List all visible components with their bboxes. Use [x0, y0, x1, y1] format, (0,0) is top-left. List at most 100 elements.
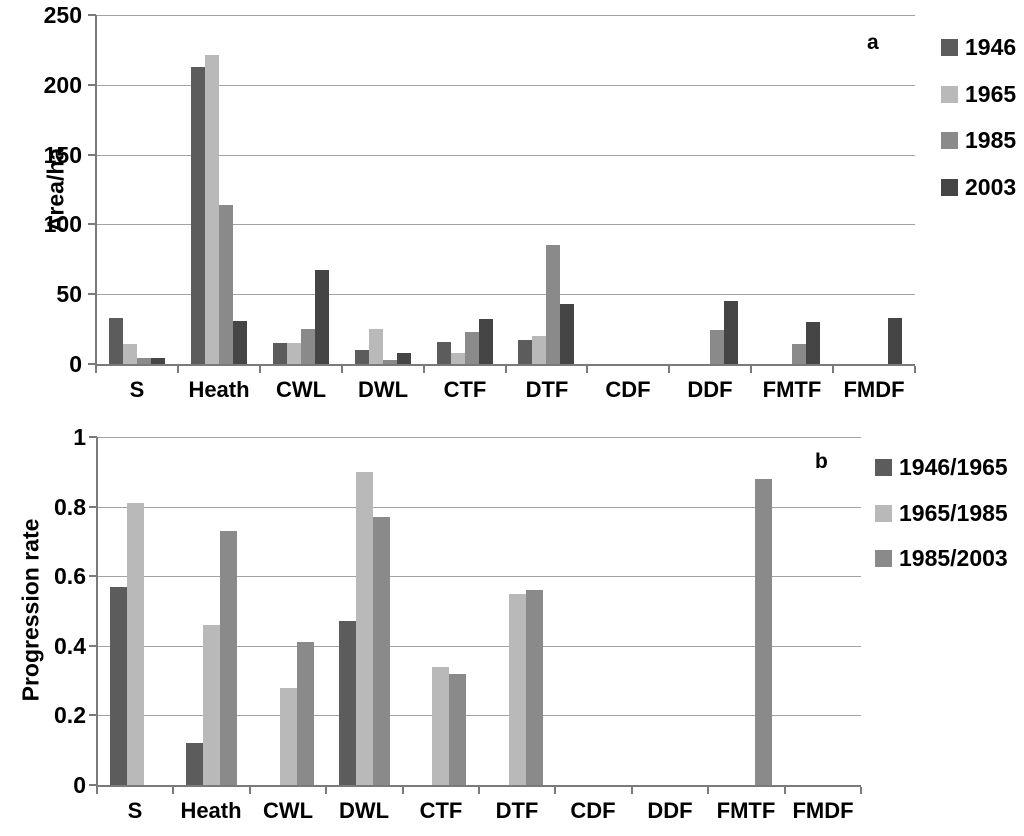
bar-Heath-1985: [219, 205, 233, 364]
bar-DTF-1985-2003: [526, 590, 543, 785]
x-category-label: CDF: [570, 798, 616, 823]
x-axis-tick: [668, 366, 670, 373]
x-axis-tick: [586, 366, 588, 373]
legend-swatch-icon: [875, 550, 892, 567]
legend-label: 1965: [965, 81, 1017, 107]
bar-FMTF-1985-2003: [755, 479, 772, 785]
legend-label: 2003: [965, 174, 1017, 200]
x-category-label: DTF: [495, 798, 539, 823]
x-axis-tick: [402, 787, 404, 794]
legend-label: 1985/2003: [899, 545, 1008, 571]
y-axis-tick: [89, 506, 97, 508]
bar-DTF-2003: [560, 304, 574, 364]
bar-DTF-1965-1985: [509, 594, 526, 785]
bar-DWL-1965-1985: [356, 472, 373, 785]
x-axis-tick: [860, 787, 862, 794]
bar-CTF-1965-1985: [432, 667, 449, 785]
x-category-label: DTF: [525, 377, 569, 402]
x-category-label: CTF: [419, 798, 463, 823]
x-axis-tick: [249, 787, 251, 794]
x-category-label: CWL: [275, 377, 327, 402]
x-axis-line: [95, 364, 915, 366]
x-axis-tick: [832, 366, 834, 373]
bar-DWL-1946: [355, 350, 369, 364]
legend-item-1985-2003: 1985/2003: [875, 547, 1008, 570]
y-axis-tick-label: 250: [43, 2, 82, 28]
x-category-label: S: [127, 798, 143, 823]
gridline: [97, 576, 861, 577]
y-axis-tick: [88, 84, 96, 86]
x-axis-tick: [707, 787, 709, 794]
legend-item-1946: 1946: [941, 36, 1016, 59]
panel-letter-a: a: [867, 31, 879, 54]
x-axis-tick: [784, 787, 786, 794]
bar-CWL-1965: [287, 343, 301, 364]
bar-CTF-1965: [451, 353, 465, 364]
bar-S-1946-1965: [110, 587, 127, 785]
y-axis-tick: [88, 14, 96, 16]
legend-label: 1946/1965: [899, 454, 1008, 480]
bar-Heath-1965: [205, 55, 219, 364]
legend-item-1946-1965: 1946/1965: [875, 456, 1008, 479]
bar-Heath-2003: [233, 321, 247, 364]
y-axis-tick-label: 1: [73, 424, 86, 450]
bar-CTF-1985: [465, 332, 479, 364]
bar-CWL-1946: [273, 343, 287, 364]
bar-S-1965: [123, 344, 137, 364]
bar-DWL-1985-2003: [373, 517, 390, 785]
x-axis-tick: [554, 787, 556, 794]
legend-item-2003: 2003: [941, 176, 1016, 199]
legend-item-1965-1985: 1965/1985: [875, 502, 1008, 525]
bar-FMTF-1985: [792, 344, 806, 364]
y-axis-tick: [88, 363, 96, 365]
x-axis-tick: [259, 366, 261, 373]
bar-S-1965-1985: [127, 503, 144, 785]
y-axis-tick-label: 0.4: [54, 633, 86, 659]
x-category-label: CWL: [262, 798, 314, 823]
legend-label: 1965/1985: [899, 500, 1008, 526]
bar-DTF-1965: [532, 336, 546, 364]
legend-swatch-icon: [941, 179, 958, 196]
y-axis-line: [95, 15, 97, 364]
gridline: [96, 15, 915, 16]
bar-DTF-1985: [546, 245, 560, 364]
y-axis-tick-label: 0.6: [54, 563, 86, 589]
bar-Heath-1965-1985: [203, 625, 220, 785]
bar-DWL-1946-1965: [339, 621, 356, 785]
x-axis-line: [96, 785, 861, 787]
gridline: [96, 85, 915, 86]
x-axis-tick: [478, 787, 480, 794]
x-axis-tick: [750, 366, 752, 373]
y-axis-line: [96, 437, 98, 785]
x-axis-tick: [95, 366, 97, 373]
gridline: [96, 155, 915, 156]
x-axis-tick: [505, 366, 507, 373]
y-axis-tick: [89, 575, 97, 577]
bar-Heath-1946-1965: [186, 743, 203, 785]
legend-label: 1946: [965, 34, 1017, 60]
x-category-label: DWL: [357, 377, 409, 402]
bar-S-1946: [109, 318, 123, 364]
bar-CTF-1985-2003: [449, 674, 466, 785]
x-category-label: S: [129, 377, 145, 402]
x-category-label: DDF: [647, 798, 693, 823]
gridline: [97, 715, 861, 716]
bar-DDF-1985: [710, 330, 724, 364]
x-category-label: Heath: [180, 798, 242, 823]
bar-DWL-2003: [397, 353, 411, 364]
bar-DDF-2003: [724, 301, 738, 364]
y-axis-tick: [89, 784, 97, 786]
y-axis-tick: [89, 645, 97, 647]
x-category-label: FMTF: [716, 798, 776, 823]
bar-CTF-1946: [437, 342, 451, 364]
x-category-label: DDF: [687, 377, 733, 402]
x-category-label: Heath: [188, 377, 250, 402]
legend-swatch-icon: [875, 459, 892, 476]
gridline: [97, 437, 861, 438]
panel-letter-b: b: [815, 450, 828, 473]
bar-CWL-1965-1985: [280, 688, 297, 785]
legend-swatch-icon: [875, 505, 892, 522]
